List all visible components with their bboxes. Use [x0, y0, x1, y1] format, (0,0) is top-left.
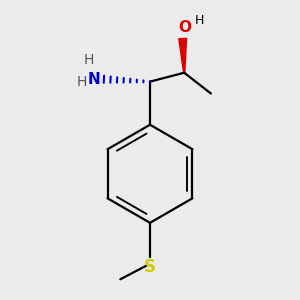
Text: N: N [88, 72, 101, 87]
Text: H: H [83, 53, 94, 68]
Text: O: O [178, 20, 192, 35]
Text: H: H [76, 75, 87, 89]
Text: H: H [194, 14, 204, 27]
Polygon shape [179, 38, 187, 73]
Text: S: S [144, 259, 156, 277]
